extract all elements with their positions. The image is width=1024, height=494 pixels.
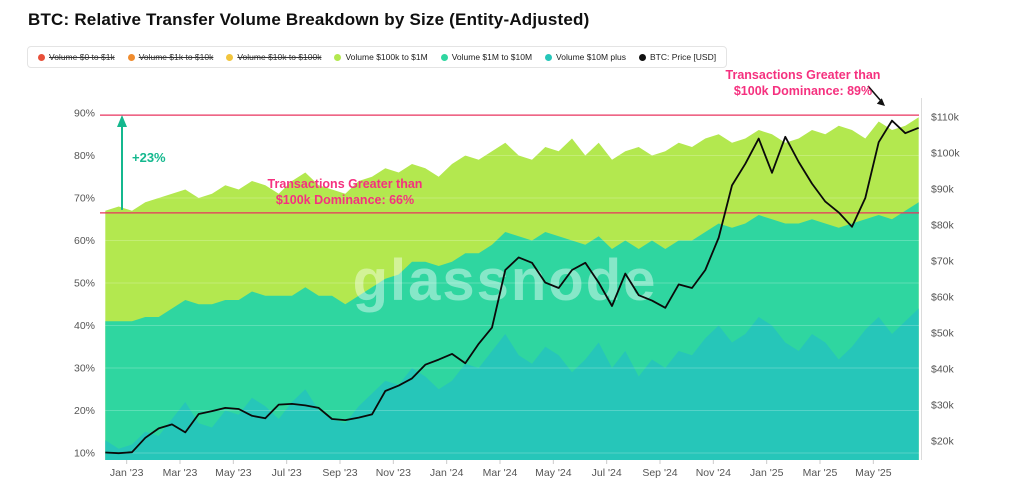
- legend-item-3[interactable]: Volume $100k to $1M: [334, 52, 428, 62]
- y-axis-right-label: $100k: [931, 148, 960, 160]
- annotation-pointer-head-icon: [876, 98, 885, 106]
- x-axis-label: Jan '25: [750, 467, 784, 479]
- y-axis-right-label: $30k: [931, 400, 955, 412]
- legend-label: Volume $1k to $10k: [138, 52, 214, 62]
- y-axis-right-label: $50k: [931, 328, 955, 340]
- legend-swatch-icon: [127, 53, 135, 61]
- watermark: glassnode: [353, 248, 658, 313]
- y-axis-right-label: $110k: [931, 112, 960, 124]
- x-axis-label: Mar '23: [163, 467, 198, 479]
- x-axis-label: Sep '24: [642, 467, 677, 479]
- x-axis-label: May '23: [215, 467, 252, 479]
- y-axis-left-label: 50%: [74, 278, 95, 290]
- y-axis-left-label: 20%: [74, 405, 95, 417]
- legend-swatch-icon: [226, 53, 234, 61]
- legend-item-5[interactable]: Volume $10M plus: [545, 52, 626, 62]
- x-axis-label: Nov '24: [696, 467, 731, 479]
- x-axis-label: May '25: [855, 467, 892, 479]
- legend-label: Volume $10k to $100k: [237, 52, 322, 62]
- y-axis-left-label: 60%: [74, 235, 95, 247]
- y-axis-left-label: 10%: [74, 448, 95, 460]
- y-axis-right-label: $70k: [931, 256, 955, 268]
- legend: Volume $0 to $1k Volume $1k to $10k Volume…: [27, 46, 728, 68]
- annotation-pointer-icon: [867, 85, 882, 102]
- legend-swatch-icon: [440, 53, 448, 61]
- legend-item-6[interactable]: BTC: Price [USD]: [638, 52, 717, 62]
- legend-item-2[interactable]: Volume $10k to $100k: [226, 52, 321, 62]
- x-axis-label: Sep '23: [322, 467, 357, 479]
- y-axis-right-label: $60k: [931, 292, 955, 304]
- x-axis-label: Mar '24: [483, 467, 518, 479]
- x-axis-label: May '24: [535, 467, 572, 479]
- y-axis-left-label: 80%: [74, 150, 95, 162]
- y-axis-right-label: $40k: [931, 364, 955, 376]
- page-title: BTC: Relative Transfer Volume Breakdown …: [28, 10, 590, 29]
- legend-swatch-icon: [38, 53, 45, 61]
- x-axis-label: Jan '23: [110, 467, 144, 479]
- legend-item-0[interactable]: Volume $0 to $1k: [38, 52, 115, 62]
- legend-label: Volume $100k to $1M: [345, 52, 428, 62]
- legend-label: Volume $1M to $10M: [451, 52, 533, 62]
- legend-label: Volume $10M plus: [556, 52, 626, 62]
- x-axis-label: Nov '23: [376, 467, 411, 479]
- y-axis-right-label: $20k: [931, 436, 955, 448]
- x-axis-label: Jan '24: [430, 467, 464, 479]
- delta-arrowhead-icon: [117, 115, 127, 127]
- legend-swatch-icon: [638, 53, 646, 61]
- x-axis-label: Jul '24: [592, 467, 622, 479]
- y-axis-right-label: $90k: [931, 184, 955, 196]
- legend-item-4[interactable]: Volume $1M to $10M: [440, 52, 533, 62]
- x-axis-label: Mar '25: [803, 467, 838, 479]
- y-axis-left-label: 30%: [74, 363, 95, 375]
- area-series-volume-10m-plus: [105, 308, 919, 460]
- legend-swatch-icon: [334, 53, 342, 61]
- y-axis-left-label: 90%: [74, 108, 95, 120]
- legend-item-1[interactable]: Volume $1k to $10k: [127, 52, 214, 62]
- x-axis-label: Jul '23: [272, 467, 302, 479]
- legend-label: Volume $0 to $1k: [49, 52, 115, 62]
- legend-swatch-icon: [545, 53, 553, 61]
- y-axis-left-label: 70%: [74, 193, 95, 205]
- btc-price-line: [105, 119, 920, 455]
- y-axis-right-label: $80k: [931, 220, 955, 232]
- legend-label: BTC: Price [USD]: [649, 52, 717, 62]
- y-axis-left-label: 40%: [74, 320, 95, 332]
